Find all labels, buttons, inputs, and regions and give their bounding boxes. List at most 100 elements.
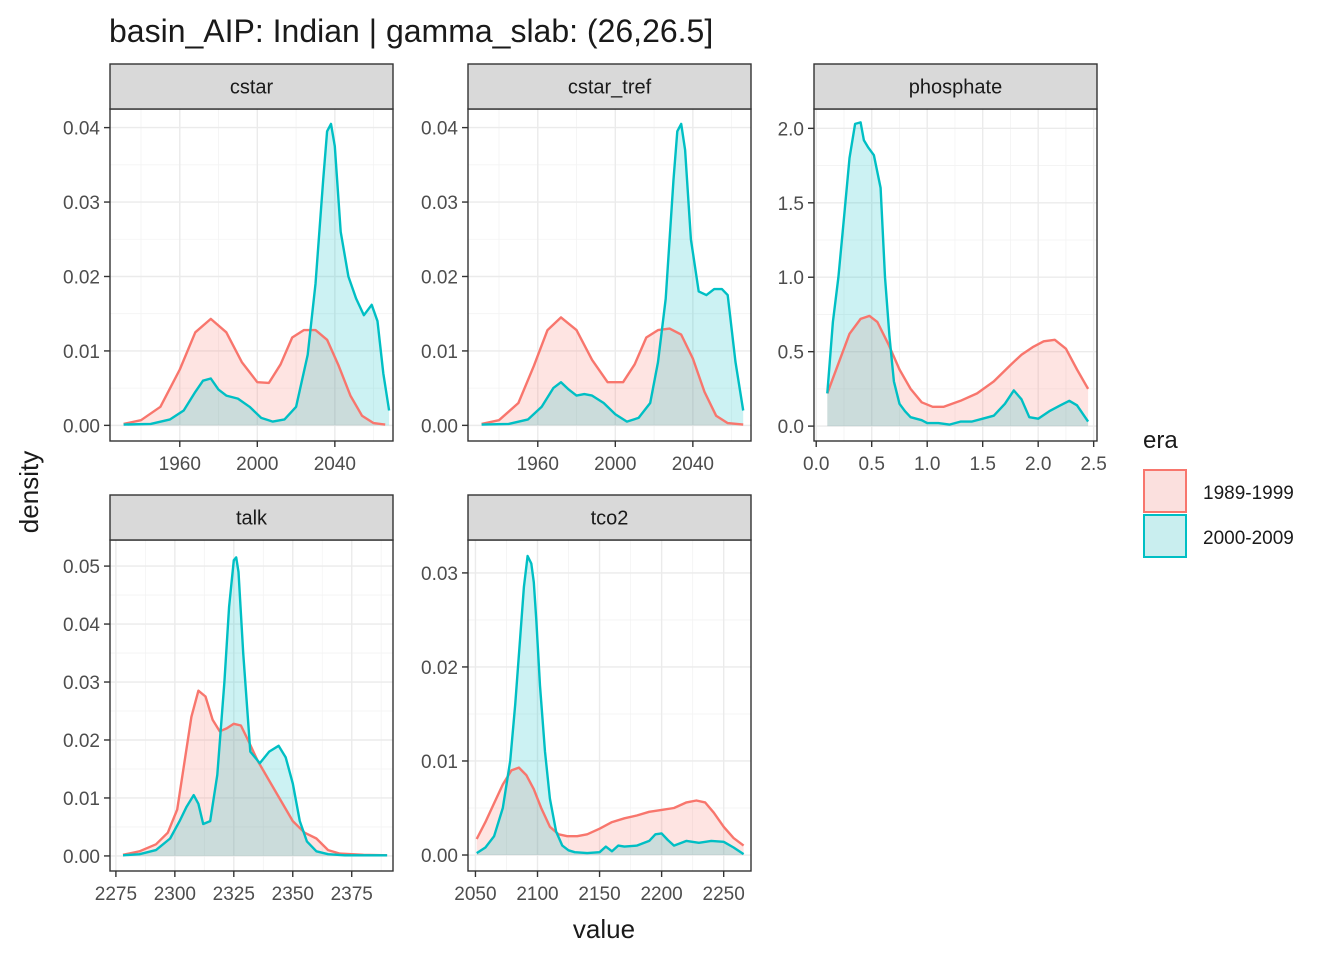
x-axis-talk: 2275 2300 2325 2350 2375 [95,871,373,905]
x-tick-label: 2.0 [1025,454,1051,475]
panel-grid [468,540,751,871]
legend-label-2000-2009: 2000-2009 [1203,528,1294,549]
x-axis-tco2: 2050 2100 2150 2200 2250 [454,871,745,905]
x-tick-label: 2150 [578,884,620,905]
density-fill-2000-2009 [481,123,744,426]
x-tick-label: 2.5 [1080,454,1106,475]
x-tick-label: 1960 [517,454,559,475]
x-axis-label: value [573,914,635,944]
x-tick-label: 0.0 [803,454,829,475]
x-tick-label: 2040 [672,454,714,475]
strip-label: cstar_tref [568,77,652,99]
x-tick-label: 2000 [594,454,636,475]
strip-tco2: tco2 [467,494,752,541]
y-tick-label: 0.03 [421,193,458,214]
strip-label: talk [236,508,268,530]
x-tick-label: 1.0 [914,454,940,475]
x-tick-label: 2250 [703,884,745,905]
y-tick-label: 0.01 [63,342,100,363]
y-tick-label: 0.00 [63,847,100,868]
y-tick-label: 2.0 [778,119,804,140]
density-line-2000-2009 [476,554,745,856]
panel-grid [468,109,751,441]
y-tick-label: 0.0 [778,417,804,438]
x-axis-cstar-tref: 1960 2000 2040 [517,441,714,475]
strip-label: cstar [230,77,274,99]
y-tick-label: 0.03 [63,673,100,694]
density-fill-1989-1999 [476,767,744,855]
y-tick-label: 0.02 [63,731,100,752]
strip-background [467,63,752,110]
facet-panels: cstar 1960 2000 2040 0.00 0.01 0.02 0.03 0.04 cst… [63,63,1107,905]
y-axis-label: density [14,451,44,533]
legend-key-2000-2009 [1143,514,1187,558]
y-tick-label: 0.01 [63,789,100,810]
x-tick-label: 2040 [314,454,356,475]
y-tick-label: 1.5 [778,194,804,215]
y-tick-label: 0.04 [63,615,100,636]
strip-background [813,63,1098,110]
legend-title: era [1143,427,1178,454]
density-fill-2000-2009 [123,557,388,856]
y-axis-tco2: 0.00 0.01 0.02 0.03 [421,564,468,867]
y-tick-label: 0.00 [63,416,100,437]
y-tick-label: 0.02 [421,658,458,679]
panel-cstar: cstar 1960 2000 2040 0.00 0.01 0.02 0.03 0.04 [63,63,394,475]
strip-label: phosphate [909,77,1002,99]
panel-tco2: tco2 2050 2100 2150 2200 2250 0.00 0.01 0.02 0.03 [421,494,752,905]
panel-grid [110,540,393,871]
y-axis-phosphate: 0.0 0.5 1.0 1.5 2.0 [778,119,814,438]
density-line-2000-2009 [123,122,391,426]
density-fill-1989-1999 [827,315,1089,427]
panel-grid [814,109,1097,441]
y-tick-label: 0.04 [421,119,458,140]
panel-phosphate: phosphate 0.0 0.5 1.0 1.5 2.0 2.5 0.0 0.5 1.0 1.5 2… [778,63,1107,475]
y-tick-label: 0.03 [421,564,458,585]
strip-background [109,494,394,541]
y-tick-label: 0.02 [63,267,100,288]
strip-talk: talk [109,494,394,541]
legend-label-1989-1999: 1989-1999 [1203,483,1294,504]
y-tick-label: 0.01 [421,752,458,773]
legend: era 1989-1999 2000-2009 [1143,427,1294,558]
x-tick-label: 2325 [213,884,255,905]
x-axis-cstar: 1960 2000 2040 [159,441,356,475]
y-tick-label: 0.5 [778,343,804,364]
density-line-2000-2009 [826,121,1090,426]
legend-item-1989-1999: 1989-1999 [1143,469,1294,513]
density-line-1989-1999 [826,314,1090,408]
strip-phosphate: phosphate [813,63,1098,110]
y-tick-label: 0.00 [421,416,458,437]
density-line-2000-2009 [481,122,745,426]
strip-background [467,494,752,541]
strip-cstar-tref: cstar_tref [467,63,752,110]
x-tick-label: 2050 [454,884,496,905]
x-tick-label: 1.5 [969,454,995,475]
x-tick-label: 2375 [331,884,373,905]
y-tick-label: 0.05 [63,557,100,578]
density-line-2000-2009 [122,556,388,857]
density-line-1989-1999 [475,766,745,847]
panel-talk: talk 2275 2300 2325 2350 2375 0.00 0.01 0.02 0.03… [63,494,394,905]
y-tick-label: 1.0 [778,268,804,289]
x-tick-label: 2300 [154,884,196,905]
density-fill-1989-1999 [123,690,388,856]
x-tick-label: 0.5 [858,454,884,475]
y-axis-cstar-tref: 0.00 0.01 0.02 0.03 0.04 [421,119,468,437]
x-tick-label: 2000 [236,454,278,475]
y-axis-cstar: 0.00 0.01 0.02 0.03 0.04 [63,119,110,437]
legend-key-1989-1999 [1143,469,1187,513]
legend-item-2000-2009: 2000-2009 [1143,514,1294,558]
x-tick-label: 1960 [159,454,201,475]
strip-label: tco2 [591,508,629,530]
x-tick-label: 2350 [272,884,314,905]
density-fill-2000-2009 [827,122,1089,427]
x-tick-label: 2200 [640,884,682,905]
y-tick-label: 0.00 [421,846,458,867]
panel-background [468,109,751,441]
chart-title: basin_AIP: Indian | gamma_slab: (26,26.5… [109,13,713,49]
y-tick-label: 0.01 [421,342,458,363]
panel-grid [110,109,393,441]
